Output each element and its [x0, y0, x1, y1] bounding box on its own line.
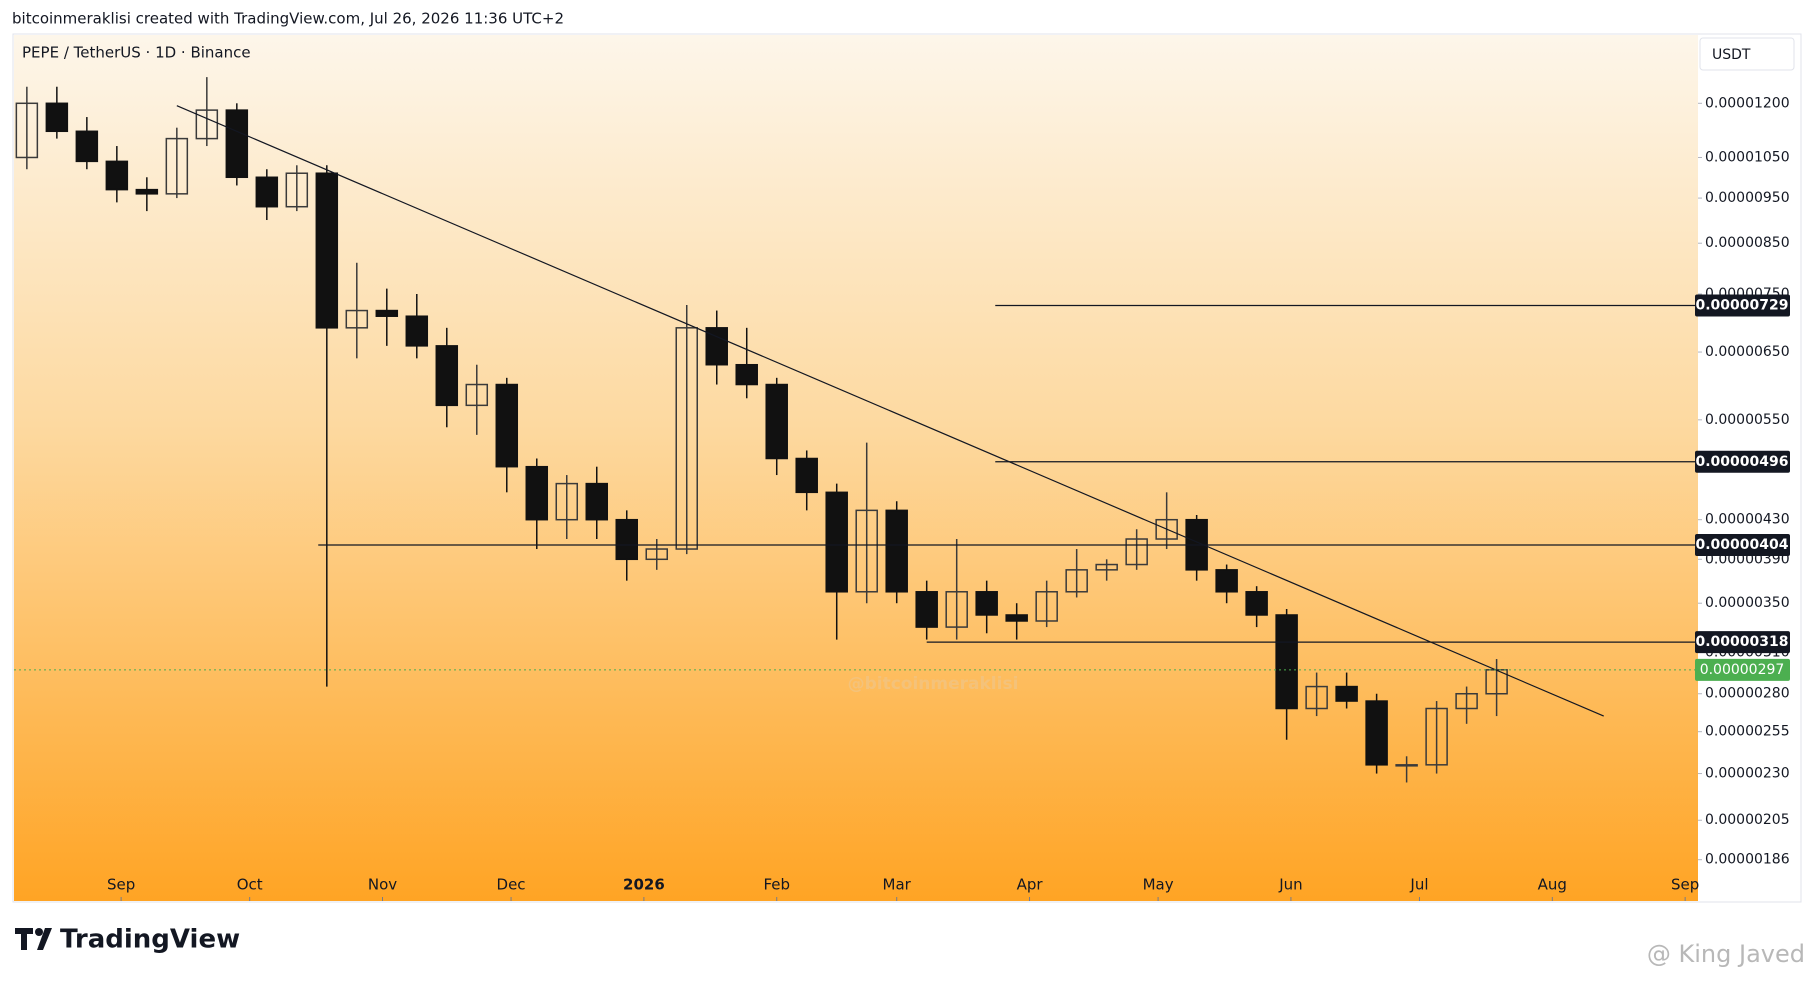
candle-body — [1395, 764, 1418, 767]
candle-body — [1305, 685, 1328, 710]
y-tick-label: 0.00000350 — [1705, 595, 1790, 611]
candle-body — [825, 491, 848, 593]
candle-body — [1455, 692, 1478, 710]
candle-body — [375, 309, 399, 317]
candle-body — [75, 130, 99, 163]
brand-logo — [15, 928, 52, 950]
x-tick-label: Dec — [497, 876, 526, 894]
x-tick-label: Jul — [1409, 876, 1428, 894]
candle-body — [555, 482, 579, 521]
y-tick-label: 0.00000205 — [1705, 812, 1790, 828]
symbol-title: PEPE / TetherUS · 1D · Binance — [22, 44, 251, 62]
last-price-box — [1695, 658, 1790, 681]
candle-body — [345, 309, 369, 329]
currency[interactable]: USDT — [1712, 47, 1751, 63]
plot-layer: Sep Oct Nov Dec 2026 Feb Mar Apr May Jun Jul Aug Sep — [14, 77, 1699, 901]
candle-body — [495, 383, 519, 468]
candle-body — [735, 363, 758, 386]
candle-body — [1095, 563, 1118, 571]
x-tick-label: Aug — [1538, 876, 1567, 894]
candle-body — [45, 102, 69, 133]
candle-body — [1365, 700, 1388, 766]
candle-body — [1035, 591, 1058, 622]
level-box — [1695, 450, 1790, 473]
candle-body — [885, 509, 908, 593]
x-tick-label: Feb — [763, 876, 790, 894]
candle-body — [765, 383, 788, 460]
candle-body — [405, 315, 429, 347]
candle-body — [975, 591, 998, 616]
candle-body — [225, 109, 249, 179]
candle-body — [1425, 707, 1448, 766]
candle-body — [585, 482, 609, 521]
brand: TradingView — [60, 925, 240, 955]
candle-body — [1245, 591, 1268, 616]
candle-body — [645, 548, 668, 561]
x-tick-label: Apr — [1017, 876, 1044, 894]
y-tick-label: 0.00000430 — [1705, 512, 1790, 528]
y-tick-label: 0.00000230 — [1705, 766, 1790, 782]
candle-body — [705, 327, 728, 366]
y-tick-label: 0.00001050 — [1705, 149, 1790, 165]
candle-body — [615, 518, 639, 561]
candle-body — [1335, 685, 1358, 702]
candle-body — [465, 383, 489, 407]
candle-body — [915, 591, 938, 628]
candle-body — [1005, 614, 1028, 622]
y-tick-label: 0.00000850 — [1705, 235, 1790, 251]
candle-body — [1065, 569, 1088, 593]
candle-body — [855, 509, 878, 593]
candle-body — [435, 345, 459, 407]
candle-body — [945, 591, 968, 628]
candle-body — [15, 102, 39, 159]
candle-body — [675, 327, 698, 550]
y-tick-label: 0.00000186 — [1705, 852, 1790, 868]
currency-box[interactable] — [1699, 37, 1795, 71]
last-price-label: 0.00000297 — [1700, 662, 1785, 678]
candle-body — [195, 109, 219, 140]
x-tick-label: 2026 — [623, 876, 665, 894]
candle-body — [165, 137, 189, 195]
x-tick-label: Mar — [883, 876, 912, 894]
x-tick-label: Sep — [107, 876, 135, 894]
candle-body — [795, 457, 818, 494]
x-tick-label: Sep — [1671, 876, 1699, 894]
x-tick-label: May — [1143, 876, 1174, 894]
x-tick-label: Nov — [368, 876, 397, 894]
frame — [12, 33, 1802, 903]
level-label: 0.00000729 — [1696, 298, 1789, 314]
level-box — [1695, 631, 1790, 654]
candle-body — [285, 172, 309, 208]
candle-body — [525, 465, 549, 521]
y-tick-label: 0.00001200 — [1705, 95, 1790, 111]
level-box — [1695, 294, 1790, 317]
y-tick-label: 0.00000280 — [1705, 686, 1790, 702]
trendline — [176, 105, 1604, 717]
header-caption: bitcoinmeraklisi created with TradingVie… — [12, 10, 564, 28]
credit: @ King Javed — [1647, 940, 1805, 968]
level-label: 0.00000318 — [1696, 634, 1789, 650]
candle-body — [1275, 614, 1298, 710]
candle-body — [1125, 538, 1148, 566]
y-tick-label: 0.00000550 — [1705, 412, 1790, 428]
level-label: 0.00000404 — [1696, 537, 1789, 553]
y-tick-label: 0.00000650 — [1705, 344, 1790, 360]
candle-body — [1215, 569, 1238, 593]
candle-body — [105, 160, 129, 191]
x-tick-label: Oct — [237, 876, 263, 894]
watermark: @bitcoinmeraklisi — [848, 674, 1019, 694]
candle-body — [135, 188, 159, 195]
level-label: 0.00000496 — [1696, 454, 1789, 470]
candle-body — [315, 172, 339, 329]
plot-area — [14, 35, 1698, 901]
candle-body — [255, 176, 279, 208]
level-box — [1695, 533, 1790, 556]
y-tick-label: 0.00000950 — [1705, 190, 1790, 206]
y-tick-label: 0.00000255 — [1705, 724, 1790, 740]
x-tick-label: Jun — [1278, 876, 1302, 894]
candle-body — [1155, 518, 1178, 540]
